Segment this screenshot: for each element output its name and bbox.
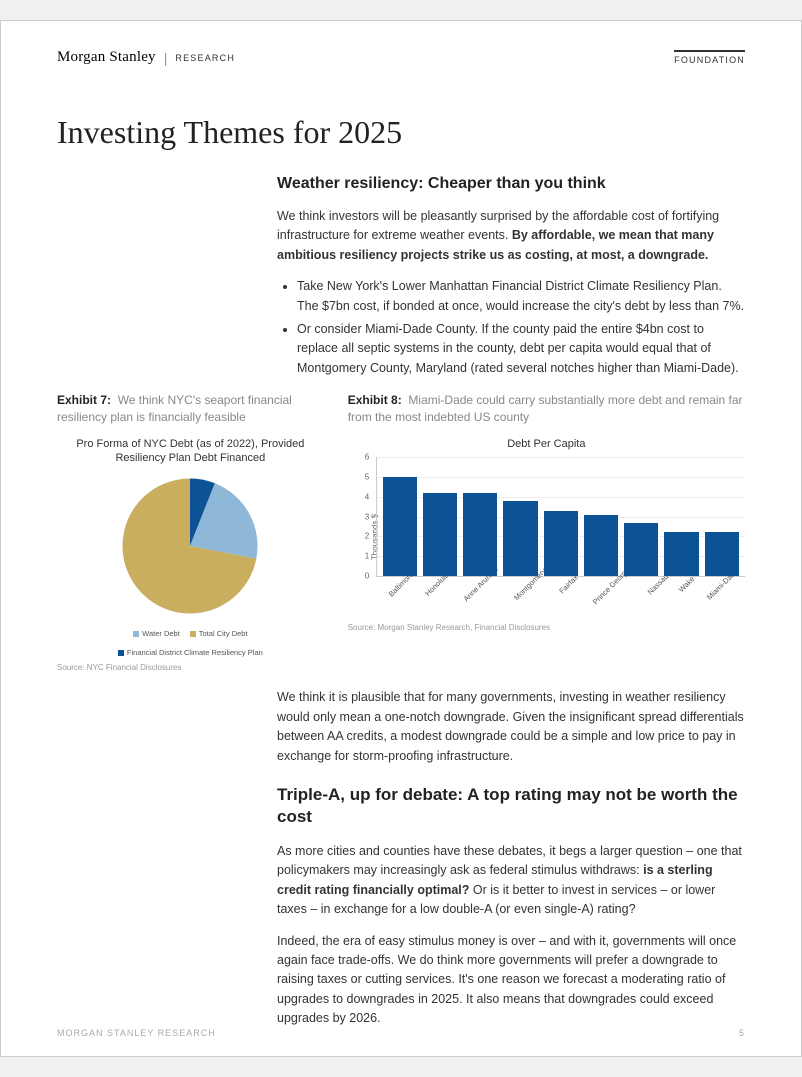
legend-item-plan: Financial District Climate Resiliency Pl… bbox=[118, 648, 263, 657]
bar bbox=[503, 501, 537, 576]
exhibit-7: Exhibit 7: We think NYC's seaport financ… bbox=[57, 392, 324, 672]
legend-total: Total City Debt bbox=[199, 629, 248, 638]
legend-item-water: Water Debt bbox=[133, 629, 180, 638]
pie-legend: Water Debt Total City Debt Financial Dis… bbox=[57, 629, 324, 657]
exhibit-8-text: Miami-Dade could carry substantially mor… bbox=[348, 393, 743, 424]
bar-chart-title: Debt Per Capita bbox=[348, 437, 745, 451]
section-weather: Weather resiliency: Cheaper than you thi… bbox=[277, 175, 745, 378]
exhibit-7-label: Exhibit 7: bbox=[57, 393, 111, 407]
bar-area: 0123456 bbox=[376, 457, 745, 577]
y-tick: 0 bbox=[365, 572, 369, 581]
header: Morgan Stanley | RESEARCH FOUNDATION bbox=[57, 49, 745, 66]
exhibit-8-caption: Exhibit 8: Miami-Dade could carry substa… bbox=[348, 392, 745, 427]
bullet-2: Or consider Miami-Dade County. If the co… bbox=[297, 320, 745, 378]
para-4: Indeed, the era of easy stimulus money i… bbox=[277, 932, 745, 1029]
brand-name: Morgan Stanley bbox=[57, 49, 156, 66]
pie-chart-title: Pro Forma of NYC Debt (as of 2022), Prov… bbox=[57, 437, 324, 466]
pie-chart bbox=[57, 471, 324, 621]
para-1: We think investors will be pleasantly su… bbox=[277, 207, 745, 265]
bar bbox=[705, 532, 739, 576]
legend-item-total: Total City Debt bbox=[190, 629, 248, 638]
legend-water: Water Debt bbox=[142, 629, 180, 638]
foundation-label: FOUNDATION bbox=[674, 50, 745, 65]
brand-sub: RESEARCH bbox=[175, 53, 235, 63]
grid-line bbox=[377, 477, 745, 478]
bar bbox=[423, 493, 457, 576]
exhibit-8: Exhibit 8: Miami-Dade could carry substa… bbox=[348, 392, 745, 672]
section-mid: We think it is plausible that for many g… bbox=[277, 688, 745, 1028]
exhibit-8-label: Exhibit 8: bbox=[348, 393, 402, 407]
exhibit-8-source: Source: Morgan Stanley Research, Financi… bbox=[348, 623, 745, 632]
page: Morgan Stanley | RESEARCH FOUNDATION Inv… bbox=[0, 20, 802, 1057]
brand-block: Morgan Stanley | RESEARCH bbox=[57, 49, 235, 66]
exhibits-row: Exhibit 7: We think NYC's seaport financ… bbox=[57, 392, 745, 672]
y-tick: 4 bbox=[365, 492, 369, 501]
x-label: Honolulu bbox=[424, 571, 469, 616]
bullet-1: Take New York's Lower Manhattan Financia… bbox=[297, 277, 745, 316]
section-heading-weather: Weather resiliency: Cheaper than you thi… bbox=[277, 175, 745, 193]
para-3: As more cities and counties have these d… bbox=[277, 842, 745, 920]
grid-line bbox=[377, 457, 745, 458]
pie-svg bbox=[115, 471, 265, 621]
y-tick: 5 bbox=[365, 472, 369, 481]
y-tick: 1 bbox=[365, 552, 369, 561]
bar bbox=[664, 532, 698, 576]
y-tick: 2 bbox=[365, 532, 369, 541]
section-heading-triple-a: Triple-A, up for debate: A top rating ma… bbox=[277, 784, 745, 828]
swatch-water bbox=[133, 631, 139, 637]
bullet-list: Take New York's Lower Manhattan Financia… bbox=[297, 277, 745, 378]
swatch-total bbox=[190, 631, 196, 637]
bar bbox=[463, 493, 497, 576]
x-labels: BaltimoreHonoluluAnne ArundelMontgomeryF… bbox=[376, 581, 745, 615]
para-2: We think it is plausible that for many g… bbox=[277, 688, 745, 766]
swatch-plan bbox=[118, 650, 124, 656]
bar bbox=[624, 523, 658, 577]
x-label: Fairfax bbox=[557, 573, 597, 613]
bar bbox=[584, 515, 618, 576]
bar bbox=[544, 511, 578, 576]
bar-chart: Thousands $ 0123456 BaltimoreHonoluluAnn… bbox=[376, 457, 745, 617]
y-tick: 6 bbox=[365, 453, 369, 462]
legend-plan: Financial District Climate Resiliency Pl… bbox=[127, 648, 263, 657]
exhibit-7-caption: Exhibit 7: We think NYC's seaport financ… bbox=[57, 392, 324, 427]
exhibit-7-source: Source: NYC Financial Disclosures bbox=[57, 663, 324, 672]
y-tick: 3 bbox=[365, 512, 369, 521]
bar bbox=[383, 477, 417, 576]
brand-divider: | bbox=[164, 50, 168, 66]
page-title: Investing Themes for 2025 bbox=[57, 114, 745, 151]
